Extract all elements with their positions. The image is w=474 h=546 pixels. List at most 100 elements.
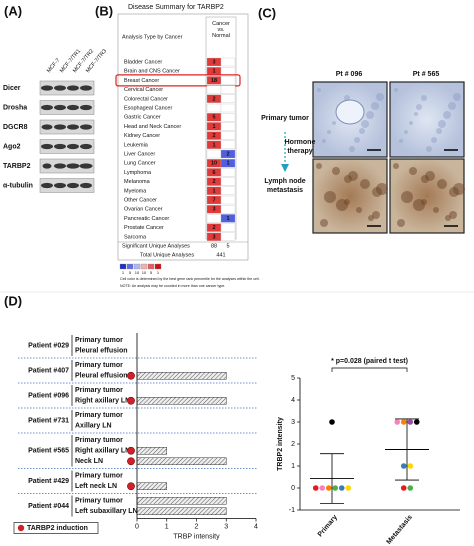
ihc-image	[389, 81, 465, 158]
texture	[348, 171, 358, 181]
down-cell	[220, 131, 236, 140]
texture	[366, 111, 374, 119]
up-count: 2	[212, 133, 215, 139]
y-axis-label: TRBP2 intensity	[277, 417, 284, 471]
texture	[332, 167, 340, 175]
texture	[332, 121, 336, 125]
texture	[349, 146, 355, 152]
note: NOTE: An analysis may be counted in more…	[120, 284, 225, 288]
texture	[316, 163, 322, 169]
legend-label: TARBP2 induction	[27, 525, 88, 532]
x-tick-label: Metastasis	[386, 514, 414, 546]
point	[400, 485, 407, 491]
scale-swatch	[140, 263, 148, 270]
down-cell	[220, 159, 236, 168]
cancer-name: Ovarian Cancer	[124, 207, 163, 213]
texture	[356, 207, 362, 213]
x-tick-label: 3	[224, 523, 228, 530]
bar	[136, 372, 227, 380]
texture	[320, 219, 328, 227]
band	[54, 124, 66, 130]
point	[319, 485, 326, 491]
row-label: Primary tumor	[75, 437, 123, 444]
up-count: 2	[212, 96, 215, 102]
up-count: 1	[212, 142, 215, 148]
texture	[453, 183, 465, 195]
y-tick-label: 2	[291, 441, 295, 448]
cancer-name: Melanoma	[124, 179, 151, 185]
scale-swatch	[154, 263, 162, 270]
row-label: Primary tumor	[75, 337, 123, 344]
texture	[449, 211, 457, 219]
band	[67, 104, 79, 111]
point	[332, 485, 339, 491]
arrow-head	[281, 164, 289, 172]
y-tick-label: 4	[291, 397, 295, 404]
protein-label: α-tubulin	[3, 182, 33, 189]
scale-swatch	[119, 263, 127, 270]
group-label: Patient #029	[28, 342, 69, 349]
down-cell	[220, 168, 236, 177]
band	[67, 182, 79, 189]
texture	[431, 137, 437, 143]
panel-label: (B)	[95, 3, 113, 18]
texture	[372, 211, 380, 219]
cancer-name: Cervical Cancer	[124, 87, 163, 93]
scale-label: 1	[122, 270, 125, 275]
y-tick-label: 5	[291, 375, 295, 382]
row-label: Lymph node metastasis	[264, 178, 305, 194]
up-count: 7	[212, 197, 215, 203]
texture	[371, 102, 379, 110]
patient-label: Pt # 565	[413, 71, 440, 78]
cancer-name: Prostate Cancer	[124, 225, 164, 231]
arrow-label: Hormone therapy	[285, 139, 316, 155]
significant-label: Significant Unique Analyses	[122, 243, 190, 249]
cancer-name: Bladder Cancer	[124, 59, 162, 65]
point	[407, 485, 414, 491]
texture	[409, 167, 417, 175]
bar	[136, 497, 227, 505]
texture	[433, 207, 439, 213]
group-label: Patient #407	[28, 367, 69, 374]
texture	[393, 163, 399, 169]
panel-label: (A)	[4, 3, 22, 18]
x-axis-label: TRBP intensity	[173, 533, 220, 540]
induction-marker	[127, 396, 135, 405]
significance-bracket	[331, 367, 408, 372]
texture	[394, 88, 398, 92]
down-cell	[220, 177, 236, 186]
scale-label: 5	[150, 270, 153, 275]
row-label: Primary tumor	[75, 473, 123, 480]
y-tick-label: 0	[291, 485, 295, 492]
texture	[438, 120, 446, 128]
table-title: Disease Summary for TARBP2	[128, 4, 224, 11]
texture	[401, 191, 413, 203]
band	[54, 182, 66, 189]
texture	[324, 191, 336, 203]
total-label: Total Unique Analyses	[140, 252, 194, 258]
cancer-name: Lung Cancer	[124, 161, 156, 167]
texture	[354, 137, 360, 143]
up-count: 2	[212, 179, 215, 185]
up-count: 3	[212, 59, 215, 65]
row-label: Neck LN	[75, 458, 103, 465]
significant-up: 88	[211, 243, 217, 249]
up-count: 1	[212, 188, 215, 194]
scale-label: 10	[135, 270, 140, 275]
up-cell	[206, 85, 222, 94]
texture	[327, 130, 331, 134]
cancer-name: Leukemia	[124, 142, 149, 148]
bar	[136, 482, 167, 490]
y-tick-label: 1	[291, 463, 295, 470]
protein-label: Dicer	[3, 85, 21, 92]
induction-marker	[127, 457, 135, 466]
down-cell	[220, 195, 236, 205]
band	[80, 124, 92, 130]
texture	[426, 146, 432, 152]
band	[66, 163, 80, 169]
up-count: 6	[212, 170, 215, 176]
protein-label: Drosha	[3, 104, 27, 111]
cancer-name: Brain and CNS Cancer	[124, 69, 180, 75]
cancer-name: Kidney Cancer	[124, 133, 160, 139]
panel-label: (C)	[258, 5, 276, 20]
